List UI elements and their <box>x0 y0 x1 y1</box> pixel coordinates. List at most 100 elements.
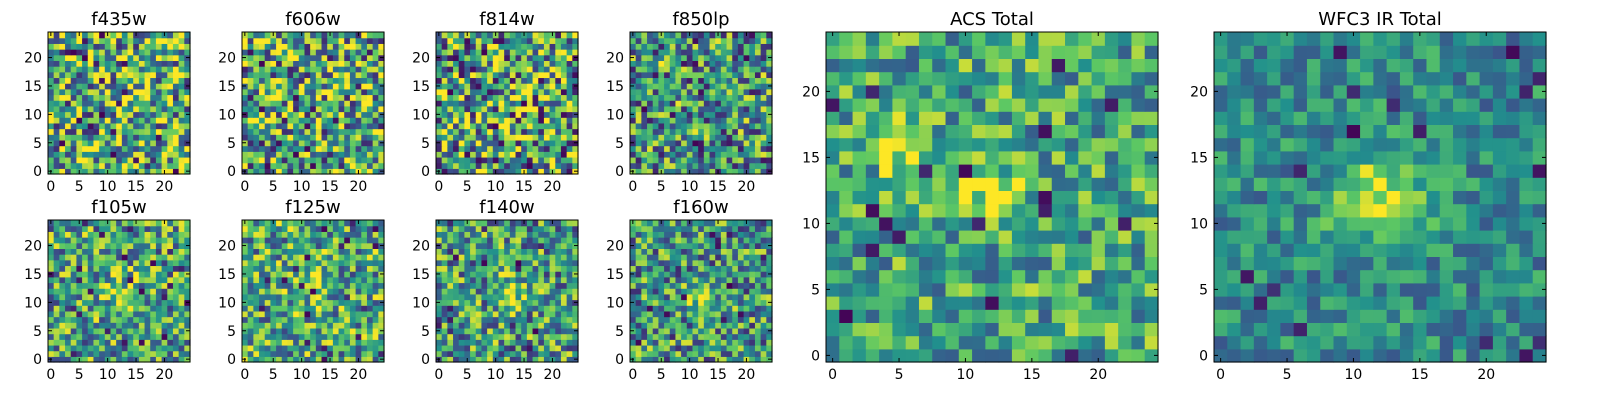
heatmap-cell <box>298 237 306 244</box>
heatmap-cell <box>138 333 146 340</box>
heatmap-cell <box>344 259 351 267</box>
heatmap-cell <box>766 134 773 141</box>
heatmap-cell <box>167 162 174 169</box>
heatmap-cell <box>572 288 579 295</box>
heatmap-cell <box>453 60 460 67</box>
heatmap-cell <box>355 83 362 90</box>
heatmap-cell <box>161 322 168 329</box>
heatmap-cell <box>555 237 562 244</box>
heatmap-cell <box>470 231 477 238</box>
heatmap-cell <box>270 145 277 152</box>
heatmap-cell <box>378 128 385 135</box>
x-tick-label: 15 <box>515 367 533 383</box>
heatmap-cell <box>133 94 140 101</box>
heatmap-cell <box>543 139 551 147</box>
heatmap-cell <box>441 276 448 284</box>
heatmap-cell <box>138 32 146 39</box>
heatmap-cell <box>515 322 522 329</box>
heatmap-cell <box>304 32 311 39</box>
heatmap-cell <box>372 242 379 249</box>
heatmap-cell <box>99 88 106 96</box>
heatmap-cell <box>70 254 77 261</box>
heatmap-cell <box>630 60 637 67</box>
heatmap-cell <box>509 71 517 79</box>
heatmap-cell <box>70 139 77 147</box>
heatmap-cell <box>321 231 328 238</box>
heatmap-cell <box>647 145 654 152</box>
heatmap-cell <box>726 117 733 124</box>
heatmap-cell <box>327 156 334 164</box>
heatmap-cell <box>754 139 762 147</box>
heatmap-cell <box>310 265 317 272</box>
heatmap-cell <box>270 105 277 113</box>
heatmap-cell <box>647 276 654 284</box>
heatmap-cell <box>737 94 745 101</box>
heatmap-cell <box>515 162 522 169</box>
heatmap-cell <box>361 49 368 56</box>
heatmap-cell <box>715 66 722 73</box>
heatmap-cell <box>566 145 573 152</box>
heatmap-cell <box>743 145 750 152</box>
heatmap-cell <box>436 282 443 289</box>
heatmap-cell <box>110 168 117 175</box>
heatmap-cell <box>167 305 174 312</box>
heatmap-cell <box>453 77 460 84</box>
heatmap-cell <box>447 71 454 79</box>
heatmap-cell <box>492 322 500 329</box>
heatmap-cell <box>543 60 551 67</box>
heatmap-cell <box>349 220 357 227</box>
y-tick-label: 10 <box>412 107 430 123</box>
heatmap-cell <box>172 117 180 124</box>
heatmap-cell <box>82 128 89 135</box>
heatmap-cell <box>99 242 106 249</box>
heatmap-cell <box>87 248 95 255</box>
heatmap-cell <box>355 37 362 44</box>
heatmap-cell <box>144 231 151 238</box>
heatmap-cell <box>560 71 568 79</box>
heatmap-cell <box>549 100 556 107</box>
heatmap-cell <box>366 288 374 295</box>
heatmap-cell <box>184 293 191 301</box>
heatmap-cell <box>361 259 368 267</box>
heatmap-cell <box>247 139 254 147</box>
heatmap-cell <box>515 71 522 79</box>
heatmap-cell <box>538 356 545 363</box>
heatmap-cell <box>436 37 443 44</box>
heatmap-cell <box>703 43 711 50</box>
heatmap-cell <box>76 225 83 232</box>
heatmap-cell <box>161 60 168 67</box>
heatmap-cell <box>743 288 750 295</box>
heatmap-cell <box>298 282 306 289</box>
heatmap-cell <box>82 32 89 39</box>
heatmap-cell <box>749 145 756 152</box>
heatmap-cell <box>538 231 545 238</box>
heatmap-cell <box>293 168 300 175</box>
heatmap-cell <box>766 117 773 124</box>
heatmap-cell <box>441 242 448 249</box>
heatmap-cell <box>366 122 374 130</box>
heatmap-cell <box>321 333 328 340</box>
heatmap-cell <box>475 77 483 84</box>
heatmap-cell <box>110 344 117 352</box>
heatmap-cell <box>121 88 129 96</box>
heatmap-cell <box>566 54 573 61</box>
heatmap-cell <box>635 134 642 141</box>
heatmap-cell <box>315 310 323 318</box>
heatmap-cell <box>264 322 271 329</box>
heatmap-cell <box>82 71 89 79</box>
heatmap-cell <box>53 88 60 96</box>
heatmap-cell <box>378 231 385 238</box>
heatmap-cell <box>760 49 767 56</box>
heatmap-cell <box>647 310 654 318</box>
heatmap-cell <box>436 293 443 301</box>
heatmap-cell <box>161 231 168 238</box>
heatmap-cell <box>70 162 77 169</box>
heatmap-cell <box>287 162 294 169</box>
heatmap-cell <box>532 54 539 61</box>
heatmap-cell <box>509 162 517 169</box>
heatmap-cell <box>709 276 716 284</box>
heatmap-cell <box>82 111 89 118</box>
heatmap-cell <box>355 60 362 67</box>
heatmap-cell <box>366 100 374 107</box>
heatmap-cell <box>65 282 72 289</box>
